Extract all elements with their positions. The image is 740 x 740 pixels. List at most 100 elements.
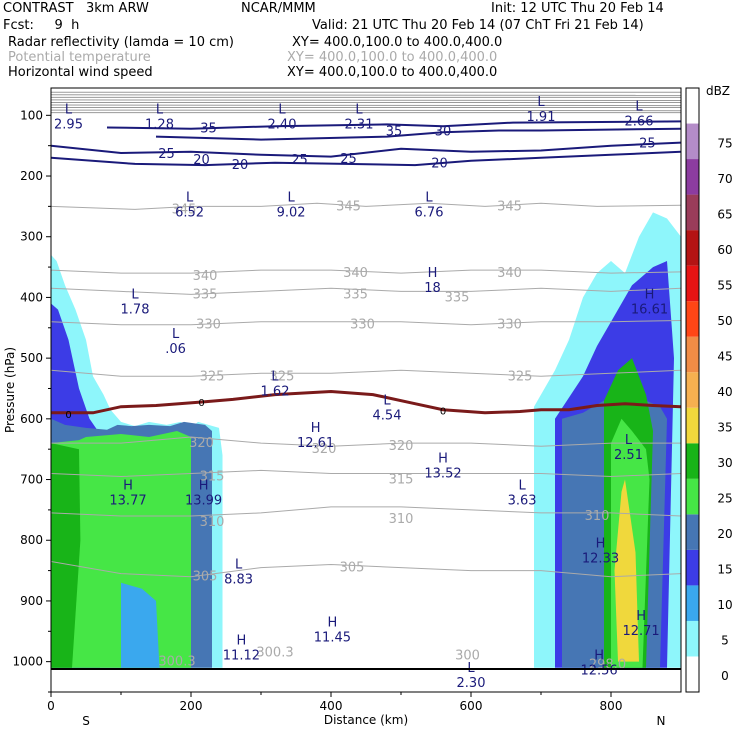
extremum-value: 11.45 [314, 630, 351, 645]
extremum-value: 2.30 [457, 676, 486, 691]
extremum-value: 2.31 [345, 117, 374, 132]
extremum-mark: L [172, 327, 180, 342]
theta-line-330 [51, 320, 681, 326]
extremum-mark: L [235, 558, 243, 573]
colorbar-level-label: 20 [717, 527, 732, 541]
theta-label: 305 [340, 561, 365, 576]
colorbar-level-label: 45 [717, 349, 732, 363]
theta-label: 345 [336, 199, 361, 214]
extremum-mark: L [271, 369, 279, 384]
extremum-mark: H [438, 451, 448, 466]
extremum-value: 12.61 [297, 436, 334, 451]
extremum-mark: L [65, 102, 73, 117]
theta-label: 335 [445, 290, 470, 305]
extremum-mark: H [596, 536, 606, 551]
extremum-value: 2.40 [268, 117, 297, 132]
extremum-mark: L [355, 102, 363, 117]
theta-line-320 [51, 436, 681, 447]
extremum-value: 9.02 [277, 205, 306, 220]
freezing-level-label: 0 [198, 398, 204, 409]
wind-label: 25 [158, 147, 175, 162]
wind-contour-25 [51, 141, 681, 158]
colorbar-swatch [686, 514, 699, 550]
colorbar-swatch [686, 123, 699, 160]
colorbar-swatch [686, 478, 699, 515]
field-reflectivity-name: Radar reflectivity (lamda = 10 cm) [8, 35, 234, 50]
colorbar-swatch [686, 407, 699, 444]
colorbar-level-label: 55 [717, 278, 732, 292]
theta-line-340 [51, 269, 681, 274]
extremum-mark: L [287, 190, 295, 205]
y-tick-label: 300 [20, 230, 43, 244]
colorbar-swatch [686, 585, 699, 621]
colorbar-swatch [686, 656, 699, 692]
y-tick-label: 600 [20, 412, 43, 426]
colorbar-swatch [686, 336, 699, 373]
colorbar-frame [685, 87, 700, 693]
colorbar-level-label: 5 [721, 634, 729, 648]
theta-label: 320 [312, 442, 337, 457]
colorbar-swatch [686, 159, 699, 195]
y-axis-label: Pressure (hPa) [3, 347, 17, 433]
colorbar-cap [686, 88, 699, 124]
extremum-mark: L [518, 479, 526, 494]
freezing-level-line [51, 389, 681, 415]
colorbar: 0 5 10 15 20 25 30 35 40 45 50 55 60 65 70 75 [685, 87, 733, 693]
theta-line-345 [51, 202, 681, 210]
theta-label: 325 [200, 369, 225, 384]
x-tick-label: 400 [320, 699, 343, 713]
colorbar-level-label: 25 [717, 492, 732, 506]
wind-contours: 35 35 30 25 25 25 25 20 20 20 [51, 91, 681, 173]
wind-label: 25 [291, 153, 308, 168]
extremum-mark: L [186, 190, 194, 205]
extremum-mark: L [635, 99, 643, 114]
theta-label: 320 [189, 436, 214, 451]
freezing-level: 0 0 0 [51, 389, 681, 421]
extremum-mark: H [594, 649, 604, 664]
extremum-mark: L [425, 190, 433, 205]
colorbar-level-label: 0 [721, 669, 729, 683]
theta-line-335 [51, 287, 681, 295]
extremum-value: 12.56 [580, 664, 617, 679]
y-tick-label: 500 [20, 351, 43, 365]
colorbar-level-label: 70 [717, 172, 732, 186]
colorbar-level-label: 60 [717, 243, 732, 257]
colorbar-units: dBZ [706, 84, 730, 98]
x-tick-label: 800 [600, 699, 623, 713]
theta-line-315 [51, 469, 681, 478]
theta-label: 300 [455, 649, 480, 664]
wind-contour-35 [106, 120, 681, 130]
colorbar-swatch [686, 265, 699, 302]
theta-label: 330 [350, 318, 375, 333]
x-tick-label: 0 [47, 699, 55, 713]
extremum-value: 8.83 [224, 573, 253, 588]
theta-label: 345 [497, 199, 522, 214]
colorbar-level-label: 35 [717, 421, 732, 435]
extremum-mark: L [278, 102, 286, 117]
extremum-mark: H [123, 479, 133, 494]
extremum-value: 2.66 [625, 114, 654, 129]
wind-contour-20 [51, 150, 681, 167]
y-tick-label: 700 [20, 473, 43, 487]
extremum-value: 2.95 [54, 117, 83, 132]
colorbar-swatch [686, 549, 699, 586]
colorbar-swatch [686, 372, 699, 408]
theta-label: 335 [193, 287, 218, 302]
model-title: CONTRAST 3km ARW [3, 1, 149, 16]
theta-contours: 345 345 345 340 340 340 335 335 335 330 330 330 325 3… [51, 199, 681, 673]
upper-theta-band [51, 104, 681, 107]
reflectivity-fill [51, 212, 681, 668]
extremum-value: 13.99 [185, 494, 222, 509]
extremum-value: 2.51 [614, 448, 643, 463]
wind-label: 30 [435, 124, 452, 139]
colorbar-swatch [686, 443, 699, 479]
x-right-end-label: N [657, 714, 666, 728]
x-tick-label: 200 [180, 699, 203, 713]
theta-label: 310 [200, 515, 225, 530]
extremum-mark: L [383, 394, 391, 409]
wind-label: 35 [386, 124, 403, 139]
wind-contour-30 [155, 127, 681, 141]
extremum-value: 6.52 [175, 205, 204, 220]
